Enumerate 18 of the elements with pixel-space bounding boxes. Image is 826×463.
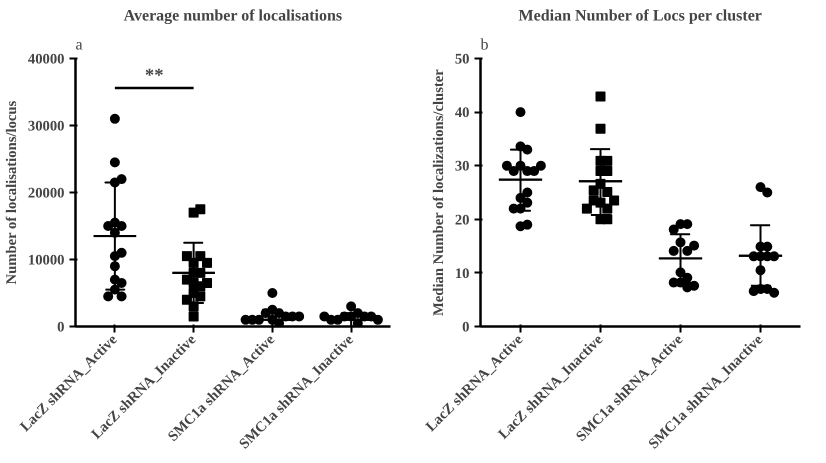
y-axis-title: Median Number of localizations/cluster xyxy=(430,68,447,316)
y-axis-title: Number of localisations/locus xyxy=(4,100,20,285)
y-tick-label: 20 xyxy=(454,212,470,228)
text: a xyxy=(76,36,83,54)
y-tick-label: 50 xyxy=(454,52,470,68)
chart-title: Average number of localisations xyxy=(124,8,342,24)
y-tick-label: 40 xyxy=(454,105,470,122)
chart-title: Median Number of Locs per cluster xyxy=(518,8,762,24)
annotation: ** xyxy=(144,64,164,86)
y-tick-label: 40000 xyxy=(28,52,64,68)
y-tick-label: 10 xyxy=(454,266,470,282)
y-tick-label: 30 xyxy=(454,158,470,175)
text: b xyxy=(480,36,488,54)
y-tick-label: 30000 xyxy=(28,118,64,134)
y-tick-label: 10000 xyxy=(28,252,64,268)
y-tick-label: 20000 xyxy=(28,186,64,202)
y-tick-label: 0 xyxy=(57,320,64,336)
y-tick-label: 0 xyxy=(462,320,470,336)
